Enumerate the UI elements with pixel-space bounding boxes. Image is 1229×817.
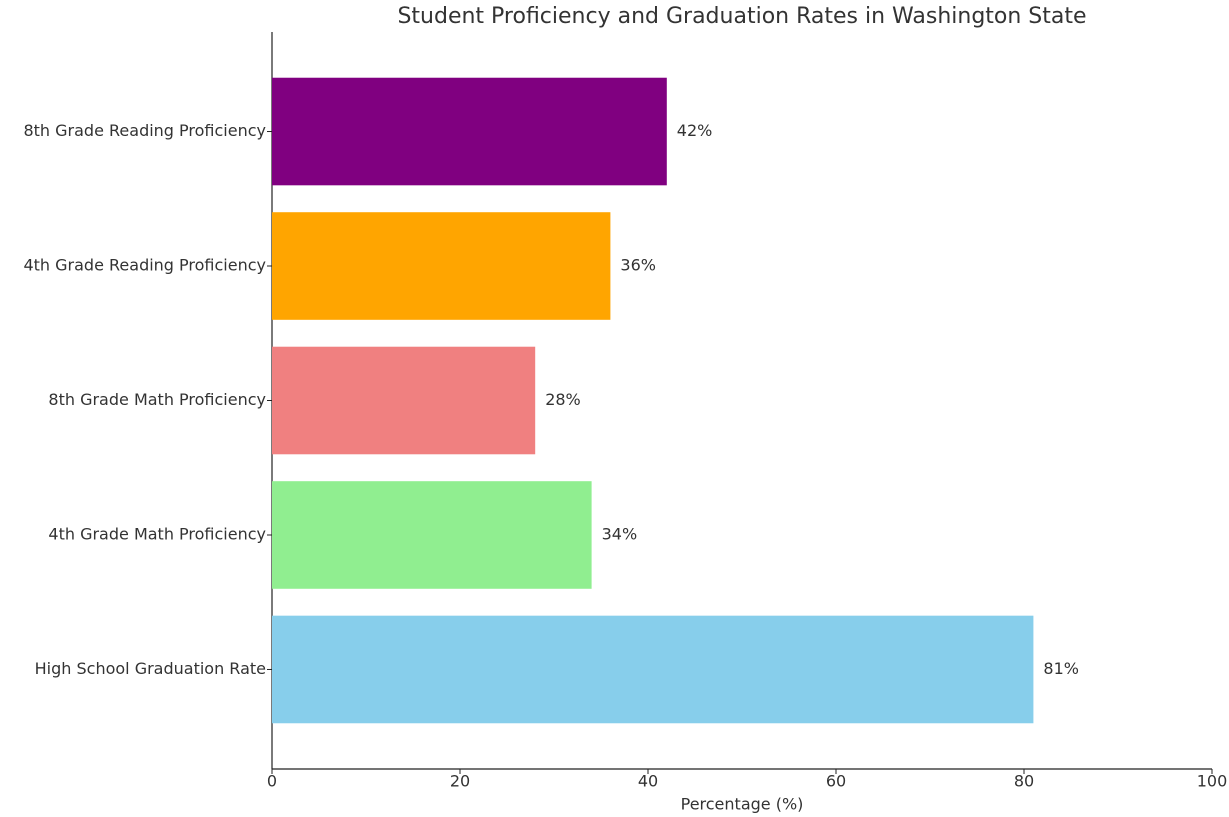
x-axis-label: Percentage (%) — [681, 795, 804, 814]
bar — [272, 615, 1034, 724]
bar — [272, 346, 536, 455]
y-tick-label: 8th Grade Math Proficiency — [48, 390, 266, 409]
y-tick-label: High School Graduation Rate — [35, 659, 266, 678]
value-label: 28% — [545, 390, 581, 409]
x-tick-label: 80 — [1014, 772, 1034, 791]
y-tick-label: 8th Grade Reading Proficiency — [23, 121, 266, 140]
x-tick-label: 0 — [267, 772, 277, 791]
value-label: 36% — [620, 256, 656, 275]
bar — [272, 77, 667, 186]
bar — [272, 212, 611, 320]
y-tick-label: 4th Grade Reading Proficiency — [23, 256, 266, 275]
value-label: 81% — [1043, 659, 1079, 678]
bar — [272, 481, 592, 589]
x-tick-label: 100 — [1197, 772, 1228, 791]
x-tick-label: 60 — [826, 772, 846, 791]
x-tick-label: 40 — [638, 772, 658, 791]
chart-title: Student Proficiency and Graduation Rates… — [397, 4, 1086, 29]
value-label: 42% — [677, 121, 713, 140]
y-tick-label: 4th Grade Math Proficiency — [48, 524, 266, 543]
x-tick-label: 20 — [450, 772, 470, 791]
value-label: 34% — [602, 524, 638, 543]
